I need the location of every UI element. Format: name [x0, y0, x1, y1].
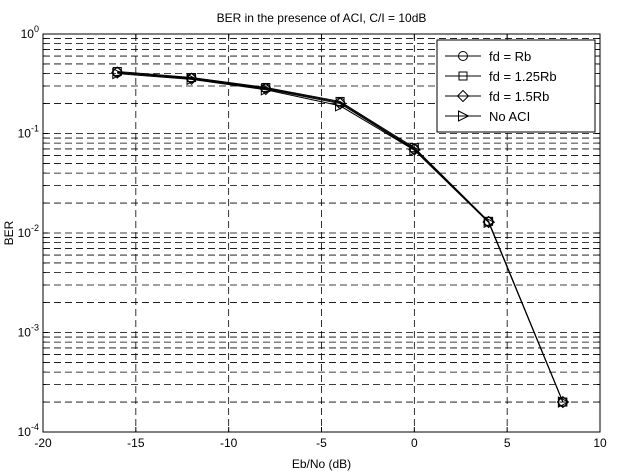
- data-point: [186, 73, 199, 86]
- legend-marker: [456, 89, 470, 103]
- data-point: [557, 396, 570, 408]
- data-point: [556, 395, 570, 409]
- x-tick-label: -10: [220, 436, 238, 450]
- legend-marker: [458, 71, 468, 81]
- legend-label: fd = 1.25Rb: [489, 69, 557, 84]
- legend-label: fd = 1.5Rb: [489, 89, 549, 104]
- data-point: [185, 72, 198, 85]
- y-tick-label: 10-3: [18, 323, 39, 340]
- data-point: [260, 83, 273, 96]
- data-point: [335, 99, 347, 112]
- legend-item: fd = 1.25Rb: [445, 69, 557, 84]
- data-point: [483, 216, 496, 229]
- x-tick-label: -15: [127, 436, 145, 450]
- x-tick-label: 5: [504, 436, 511, 450]
- legend-label: No ACI: [489, 109, 530, 124]
- series-line: [117, 73, 564, 403]
- x-tick-label: 0: [411, 436, 418, 450]
- axis-ticks: -20 -15 -10 -5 0 5 10 10-4 10-3 10-2 10-1 100: [18, 24, 607, 450]
- legend-marker: [458, 51, 468, 61]
- y-tick-label: 100: [21, 24, 39, 41]
- data-point: [482, 215, 495, 229]
- x-axis-label: Eb/No (dB): [292, 457, 351, 471]
- y-tick-label: 10-2: [18, 223, 39, 240]
- legend-box: [436, 39, 596, 133]
- legend-item: fd = Rb: [445, 49, 531, 64]
- x-tick-label: 10: [593, 436, 607, 450]
- data-point: [409, 144, 421, 156]
- legend-marker: [458, 110, 470, 122]
- x-tick-label: -5: [316, 436, 327, 450]
- chart-title: BER in the presence of ACI, C/I = 10dB: [217, 11, 427, 25]
- legend-item: No ACI: [445, 109, 530, 124]
- x-tick-label: -20: [34, 436, 52, 450]
- legend-item: fd = 1.5Rb: [445, 89, 549, 104]
- legend-label: fd = Rb: [489, 49, 531, 64]
- y-tick-label: 10-1: [18, 124, 39, 141]
- series-group: [111, 66, 570, 409]
- data-point: [111, 66, 124, 79]
- y-tick-label: 10-4: [18, 422, 39, 439]
- series-4: [112, 67, 570, 408]
- data-point: [259, 82, 273, 96]
- y-axis-label: BER: [2, 220, 16, 245]
- data-point: [112, 67, 124, 80]
- legend: fd = Rb fd = 1.25Rb fd = 1.5Rb No ACI: [436, 39, 596, 133]
